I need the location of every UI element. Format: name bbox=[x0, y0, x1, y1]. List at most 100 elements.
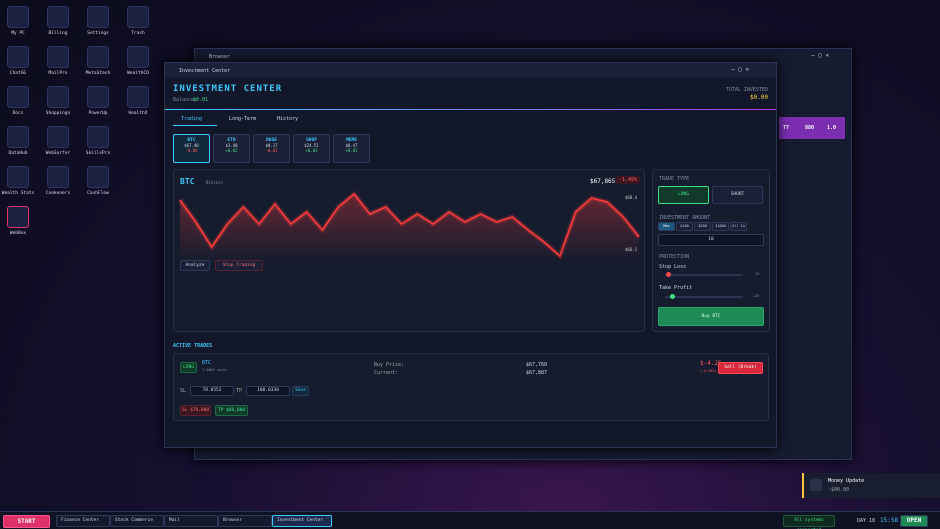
desktop-icon[interactable]: Cookeners bbox=[41, 166, 75, 196]
buy-button[interactable]: Buy BTC bbox=[658, 307, 764, 326]
total-label: TOTAL INVESTED bbox=[725, 87, 768, 93]
ticker-card[interactable]: MEME $0.47 +0.01 bbox=[333, 134, 370, 163]
taskbar-item[interactable]: Stock Commerce bbox=[110, 515, 164, 527]
trade-type-button[interactable]: LONG bbox=[658, 186, 709, 204]
desktop-icon[interactable]: My PC bbox=[1, 6, 35, 36]
taskbar-item[interactable]: Mail bbox=[164, 515, 218, 527]
amount-button[interactable]: Max bbox=[658, 222, 675, 231]
icon-label: WebSurfer bbox=[45, 151, 71, 156]
desktop-icon[interactable]: HealthX bbox=[121, 86, 155, 116]
pnl: $-4.25 bbox=[700, 360, 722, 367]
ticker-price: $3.40 bbox=[225, 143, 238, 148]
ticker-price: $0.17 bbox=[265, 143, 278, 148]
price-line bbox=[179, 192, 640, 258]
ticker-symbol: BTC bbox=[187, 138, 196, 143]
ticker-card[interactable]: ETH $3.40 +0.02 bbox=[213, 134, 250, 163]
desktop-icon[interactable]: WebBox bbox=[1, 206, 35, 236]
icon-graphic bbox=[87, 46, 109, 68]
sl-button[interactable]: SL $70,000 bbox=[180, 405, 211, 416]
desktop-icon[interactable]: Billing bbox=[41, 6, 75, 36]
window-controls[interactable]: − ▢ ✕ bbox=[731, 66, 750, 73]
desktop-icon[interactable]: CashFlow bbox=[81, 166, 115, 196]
tp-button[interactable]: TP $80,000 bbox=[215, 405, 248, 416]
icon-graphic bbox=[47, 86, 69, 108]
window-title: Browser bbox=[209, 54, 231, 60]
notification-icon bbox=[810, 479, 822, 491]
desktop-icon[interactable]: MetaStash bbox=[81, 46, 115, 76]
icon-graphic bbox=[47, 166, 69, 188]
amount-button[interactable]: $1000 bbox=[712, 222, 729, 231]
tab[interactable]: Trading bbox=[181, 116, 203, 122]
icon-label: MailPro bbox=[48, 71, 68, 76]
taskbar-item[interactable]: Browser bbox=[218, 515, 272, 527]
ticker-price: $67.40 bbox=[184, 143, 199, 148]
desktop-icon[interactable]: SkillsPro bbox=[81, 126, 115, 156]
section-label: PROTECTION bbox=[659, 254, 690, 260]
ticker-change: -0.01 bbox=[265, 148, 278, 153]
desktop-icon[interactable]: MailPro bbox=[41, 46, 75, 76]
icon-label: WealthCO bbox=[127, 71, 149, 76]
icon-label: Shoppingo bbox=[45, 111, 71, 116]
desktop-icon[interactable]: DataHub bbox=[1, 126, 35, 156]
window-controls[interactable]: − ▢ ✕ bbox=[811, 52, 830, 59]
desktop-icon[interactable]: Wealth Stats bbox=[1, 166, 35, 196]
icon-label: HealthX bbox=[128, 111, 148, 116]
ticker-change: +0.01 bbox=[345, 148, 358, 153]
icon-graphic bbox=[127, 6, 149, 28]
icon-label: Docs bbox=[12, 111, 24, 116]
taskbar-item[interactable]: Investment Center bbox=[272, 515, 332, 527]
icon-label: PowerUp bbox=[88, 111, 108, 116]
desktop-icon[interactable]: WebSurfer bbox=[41, 126, 75, 156]
slider-thumb[interactable] bbox=[666, 272, 671, 277]
window-title: Investment Center bbox=[179, 68, 231, 74]
take-profit-label[interactable]: Take Profit bbox=[659, 285, 693, 291]
save-button[interactable]: Save bbox=[292, 386, 309, 396]
slider-thumb[interactable] bbox=[670, 294, 675, 299]
tp-input[interactable]: 100.0330 bbox=[246, 386, 290, 396]
notification-amount: -$00.00 bbox=[828, 487, 850, 493]
icon-graphic bbox=[127, 86, 149, 108]
ticker-card[interactable]: BTC $67.40 -0.04 bbox=[173, 134, 210, 163]
notification[interactable]: Money Update -$00.00 bbox=[802, 473, 940, 498]
desktop-icon[interactable]: PowerUp bbox=[81, 86, 115, 116]
ticker-change: -0.04 bbox=[185, 148, 198, 153]
chart-button[interactable]: Stop Trading bbox=[215, 260, 263, 271]
chart-button[interactable]: Analyze bbox=[180, 260, 210, 271]
stop-loss-label[interactable]: Stop Loss bbox=[659, 264, 687, 270]
amount-button[interactable]: $100 bbox=[676, 222, 693, 231]
ticker-symbol: MEME bbox=[346, 138, 357, 143]
icon-graphic bbox=[47, 126, 69, 148]
icon-graphic bbox=[87, 126, 109, 148]
low-label: $66.1 bbox=[625, 247, 638, 252]
status: All systems connected bbox=[783, 515, 835, 529]
ticker-change: +0.03 bbox=[305, 148, 318, 153]
sell-button[interactable]: Sell (Break) bbox=[718, 362, 763, 374]
amount-input[interactable]: 10 bbox=[658, 234, 764, 246]
ticker-card[interactable]: DOGE $0.17 -0.01 bbox=[253, 134, 290, 163]
tab-underline bbox=[173, 125, 217, 126]
desktop-icon[interactable]: Docs bbox=[1, 86, 35, 116]
current: $67,887 bbox=[526, 370, 548, 376]
sl-input[interactable]: 78.0552 bbox=[190, 386, 234, 396]
ticker-price: $0.47 bbox=[345, 143, 358, 148]
desktop-icon[interactable]: ChatGG bbox=[1, 46, 35, 76]
desktop-icon[interactable]: WealthCO bbox=[121, 46, 155, 76]
chart-subtitle: Bitcoin bbox=[206, 180, 223, 185]
price-chart: $68.4 $66.1 bbox=[177, 190, 641, 262]
tab[interactable]: History bbox=[277, 116, 299, 122]
taskbar-item[interactable]: Finance Center bbox=[56, 515, 110, 527]
ticker-card[interactable]: SHOP $24.51 +0.03 bbox=[293, 134, 330, 163]
icon-label: ChatGG bbox=[9, 71, 27, 76]
tab[interactable]: Long-Term bbox=[229, 116, 257, 122]
trade-type-button[interactable]: SHORT bbox=[712, 186, 763, 204]
stats-bar: 77 880 1.0 bbox=[779, 117, 845, 139]
current-label: Current: bbox=[374, 370, 399, 376]
amount-button[interactable]: All In bbox=[730, 222, 747, 231]
high-label: $68.4 bbox=[625, 195, 638, 200]
amount-button[interactable]: $500 bbox=[694, 222, 711, 231]
start-button[interactable]: START bbox=[3, 515, 50, 528]
take-profit-value: +20 bbox=[753, 294, 760, 298]
desktop-icon[interactable]: Shoppingo bbox=[41, 86, 75, 116]
desktop-icon[interactable]: Settings bbox=[81, 6, 115, 36]
desktop-icon[interactable]: Trash bbox=[121, 6, 155, 36]
